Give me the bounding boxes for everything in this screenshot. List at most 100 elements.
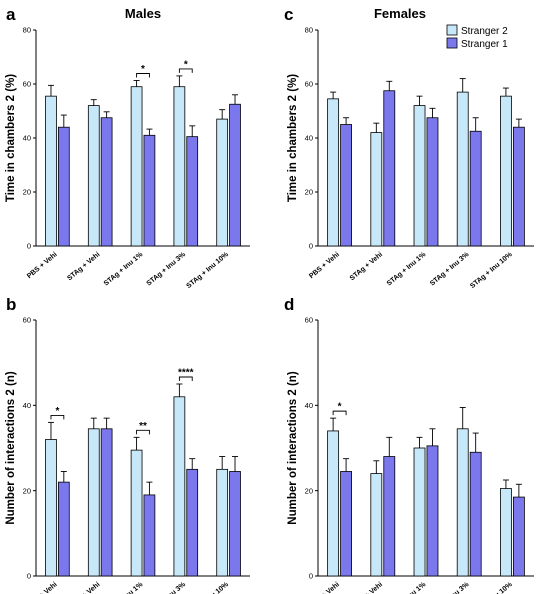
bar-stranger-2 (370, 473, 383, 577)
bar-stranger-2 (173, 396, 186, 577)
bar-stranger-1 (512, 496, 525, 577)
chart-panel-b: Number of interactions 2 (n) 0 20 40 60 PBS +… (5, 316, 250, 594)
y-tick-label: 60 (23, 316, 31, 325)
legend-swatch-stranger-1 (446, 37, 458, 49)
significance-bracket (50, 414, 65, 420)
bar-stranger-2 (456, 91, 469, 247)
x-tick-label: STAg + Inu 3% (429, 581, 471, 594)
panel-letter-b: b (6, 295, 16, 314)
bar-stranger-1 (469, 130, 482, 247)
x-tick-label: PBS + Vehi (308, 581, 341, 594)
y-tick-label: 0 (309, 572, 313, 581)
x-tick-label: STAg + Inu 1% (103, 581, 145, 594)
y-axis-label: Time in chambers 2 (%) (5, 74, 17, 202)
y-tick-label: 60 (305, 316, 313, 325)
bar-stranger-2 (500, 95, 512, 247)
x-tick-label: STAg + Inu 10% (185, 251, 230, 290)
panel-letter-c: c (284, 5, 293, 24)
bar-stranger-2 (130, 86, 143, 247)
y-tick-label: 20 (23, 486, 31, 495)
x-tick-label: STAg + Inu 1% (386, 251, 428, 288)
x-tick-label: STAg + Inu 3% (146, 581, 188, 594)
bar-stranger-1 (100, 428, 113, 577)
bar-stranger-2 (216, 118, 229, 247)
bar-stranger-1 (512, 126, 525, 247)
bar-stranger-1 (229, 471, 241, 577)
bar-stranger-1 (383, 456, 396, 577)
y-tick-label: 40 (305, 134, 313, 143)
panel-letter-a: a (6, 5, 16, 24)
bar-stranger-1 (340, 124, 352, 247)
bar-stranger-1 (186, 136, 199, 247)
x-tick-label: STAg + Vehi (66, 251, 101, 282)
y-tick-label: 80 (305, 26, 313, 35)
bar-stranger-1 (186, 468, 199, 577)
x-tick-label: STAg + Inu 10% (469, 251, 514, 290)
significance-label: * (184, 59, 188, 70)
x-tick-label: STAg + Inu 3% (429, 251, 471, 288)
x-tick-label: STAg + Vehi (349, 581, 384, 594)
bar-stranger-2 (45, 439, 57, 577)
bar-stranger-1 (340, 471, 352, 577)
bar-stranger-1 (100, 117, 113, 247)
x-tick-label: STAg + Inu 10% (469, 581, 514, 594)
bar-stranger-1 (469, 451, 482, 577)
bar-stranger-1 (143, 134, 156, 247)
x-tick-label: PBS + Vehi (26, 581, 59, 594)
chart-panel-d: Number of interactions 2 (n) 0 20 40 60 PBS +… (287, 316, 534, 594)
bar-stranger-2 (45, 95, 57, 247)
y-tick-label: 20 (305, 486, 313, 495)
bar-stranger-2 (216, 468, 229, 577)
bar-stranger-2 (413, 447, 426, 577)
chart-legend: Stranger 2 Stranger 1 (446, 24, 508, 50)
bar-stranger-2 (87, 105, 100, 247)
bar-stranger-1 (229, 103, 241, 247)
x-tick-label: STAg + Inu 3% (146, 251, 188, 288)
bar-stranger-2 (327, 430, 340, 577)
y-tick-label: 0 (309, 242, 313, 251)
panel-letter-d: d (284, 295, 294, 314)
x-tick-label: STAg + Vehi (349, 251, 384, 282)
bar-stranger-2 (327, 98, 340, 247)
y-tick-label: 20 (23, 188, 31, 197)
y-axis-label: Time in chambers 2 (%) (287, 74, 299, 202)
bar-stranger-2 (87, 428, 100, 577)
bar-stranger-1 (426, 445, 439, 577)
x-tick-label: STAg + Inu 10% (185, 581, 230, 594)
bar-stranger-1 (57, 481, 70, 577)
x-tick-label: STAg + Inu 1% (386, 581, 428, 594)
y-tick-label: 40 (23, 134, 31, 143)
bar-stranger-2 (456, 428, 469, 577)
y-tick-label: 0 (27, 572, 31, 581)
significance-bracket (178, 68, 193, 73)
y-axis-label: Number of interactions 2 (n) (5, 371, 17, 525)
bar-stranger-1 (426, 117, 439, 247)
bar-stranger-1 (57, 126, 70, 247)
panel-title: Females (374, 6, 426, 21)
significance-bracket (136, 73, 150, 78)
significance-bracket (136, 429, 150, 435)
significance-label: * (338, 402, 342, 413)
significance-label: * (141, 64, 145, 75)
x-tick-label: STAg + Inu 1% (103, 251, 145, 288)
significance-label: ** (139, 421, 147, 432)
significance-label: * (55, 406, 59, 417)
bar-stranger-2 (413, 105, 426, 247)
chart-panel-a: Males Time in chambers 2 (%) 0 20 40 60 80 PBS … (5, 6, 250, 290)
legend-swatch-stranger-2 (446, 24, 458, 36)
bar-stranger-2 (130, 449, 143, 577)
y-axis-label: Number of interactions 2 (n) (287, 371, 299, 525)
bar-stranger-1 (383, 90, 396, 247)
y-tick-label: 60 (23, 80, 31, 89)
bar-stranger-2 (500, 488, 512, 577)
y-tick-label: 20 (305, 188, 313, 197)
bar-stranger-1 (143, 494, 156, 577)
x-tick-label: STAg + Vehi (66, 581, 101, 594)
panel-title: Males (125, 6, 161, 21)
y-tick-label: 80 (23, 26, 31, 35)
y-tick-label: 40 (305, 401, 313, 410)
y-tick-label: 0 (27, 242, 31, 251)
bar-stranger-2 (370, 132, 383, 247)
legend-label-stranger-1: Stranger 1 (461, 39, 508, 50)
